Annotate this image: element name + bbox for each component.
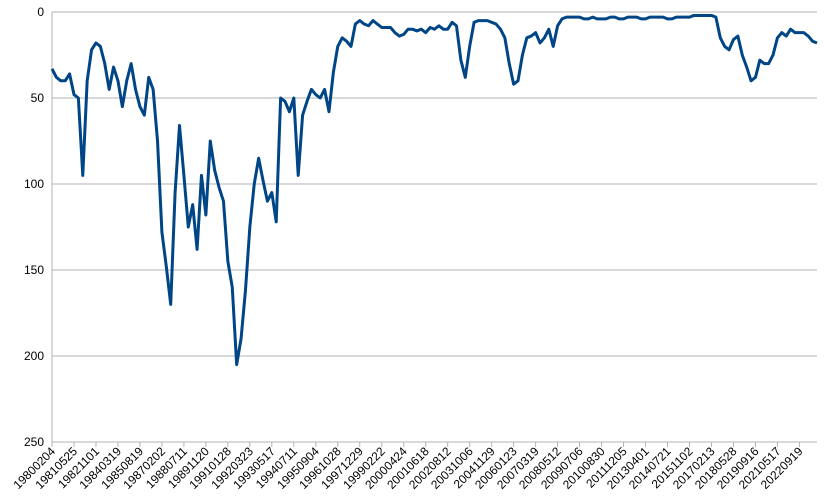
y-tick-label: 200 (24, 349, 44, 363)
line-series (50, 13, 818, 367)
y-tick-label: 0 (37, 5, 44, 19)
y-tick-label: 50 (31, 91, 45, 105)
y-tick-label: 100 (24, 177, 44, 191)
y-tick-label: 250 (24, 435, 44, 449)
y-tick-label: 150 (24, 263, 44, 277)
